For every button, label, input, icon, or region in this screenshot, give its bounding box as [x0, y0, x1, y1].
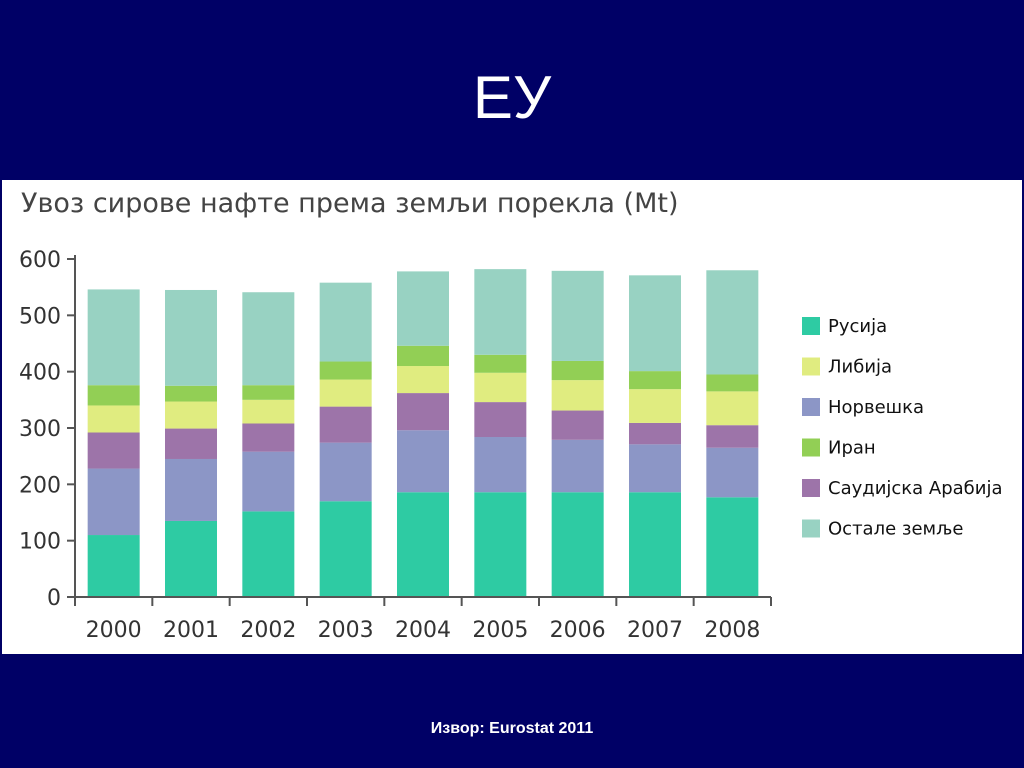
bar-segment: [706, 270, 759, 375]
bar-segment: [319, 361, 372, 380]
bar-segment: [319, 442, 372, 502]
x-tick-label: 2004: [395, 618, 451, 643]
y-tick-label: 300: [19, 417, 61, 442]
bar-segment: [165, 401, 217, 429]
bar-segment: [629, 444, 681, 493]
legend-swatch: [802, 317, 820, 335]
legend-swatch: [802, 479, 820, 497]
bar-segment: [474, 492, 527, 597]
x-tick-label: 2001: [163, 618, 219, 643]
bar-segment: [242, 385, 295, 400]
bar-segment: [706, 497, 759, 597]
legend-label: Норвешка: [828, 397, 924, 418]
bar-segment: [474, 269, 527, 355]
bar-segment: [629, 371, 681, 390]
x-tick-label: 2000: [86, 618, 142, 643]
slide-title: ЕУ: [472, 64, 552, 131]
bar-segment: [87, 468, 140, 536]
chart-panel: Увоз сирове нафте према земљи порекла (M…: [2, 180, 1022, 654]
legend-swatch: [802, 398, 820, 416]
legend-label: Иран: [828, 438, 876, 459]
bar-segment: [165, 385, 217, 402]
bar-segment: [397, 271, 449, 346]
bar-segment: [319, 406, 372, 443]
legend-label: Саудијска Арабија: [828, 478, 1003, 499]
y-tick-label: 100: [19, 530, 61, 555]
bar-segment: [397, 366, 449, 394]
bar-segment: [87, 289, 140, 386]
bar-segment: [165, 520, 217, 597]
stacked-bar-chart: 0 100 200 300 400 500 600 2000 2001 2002 2003 2004 2…: [19, 248, 1003, 643]
x-tick-label: 2006: [550, 618, 606, 643]
bar-segment: [242, 451, 295, 512]
bar-segment: [706, 391, 759, 426]
y-tick-label: 0: [47, 586, 61, 611]
bar-segment: [87, 432, 140, 469]
bar-segment: [629, 492, 681, 597]
bar-segment: [397, 430, 449, 493]
bar-segment: [165, 289, 217, 386]
bar-segment: [397, 492, 449, 597]
legend-label: Русија: [828, 316, 887, 337]
legend-swatch: [802, 438, 820, 457]
bar-segment: [474, 437, 527, 493]
legend-label: Остале земље: [828, 519, 963, 540]
bar-segment: [551, 410, 604, 440]
x-tick-label: 2005: [472, 618, 528, 643]
bar-segment: [706, 374, 759, 392]
bar-segment: [87, 535, 140, 597]
bar-segment: [242, 399, 295, 424]
bar-segment: [87, 385, 140, 406]
bar-segment: [551, 270, 604, 361]
bar-segment: [629, 422, 681, 445]
bar-segment: [319, 379, 372, 407]
x-tick-label: 2007: [627, 618, 683, 643]
bar-segment: [87, 405, 140, 433]
bar-segment: [629, 389, 681, 423]
bar-segment: [551, 360, 604, 381]
x-tick-label: 2002: [240, 618, 296, 643]
bar-segment: [551, 439, 604, 493]
legend-swatch: [802, 357, 820, 376]
chart-title: Увоз сирове нафте према земљи порекла (M…: [21, 188, 679, 219]
legend-swatch: [802, 519, 820, 538]
bar-segment: [706, 425, 759, 448]
bar-segment: [242, 423, 295, 452]
bar-segment: [474, 402, 527, 438]
x-tick-label: 2008: [704, 618, 760, 643]
bar-segment: [474, 372, 527, 403]
bar-segment: [165, 458, 217, 521]
source-note: Извор: Eurostat 2011: [430, 720, 594, 737]
y-tick-label: 500: [19, 304, 61, 329]
bar-segment: [242, 511, 295, 597]
bar-segment: [319, 501, 372, 597]
bar-segment: [551, 380, 604, 411]
bar-segment: [397, 345, 449, 367]
legend-label: Либија: [828, 357, 892, 378]
bar-segment: [165, 428, 217, 459]
y-tick-label: 200: [19, 473, 61, 498]
bar-segment: [242, 292, 295, 386]
y-tick-label: 600: [19, 248, 61, 273]
bar-segment: [629, 275, 681, 372]
bar-segment: [319, 282, 372, 362]
bar-segment: [551, 492, 604, 597]
bar-segment: [706, 447, 759, 498]
x-tick-label: 2003: [318, 618, 374, 643]
y-tick-label: 400: [19, 361, 61, 386]
bar-segment: [397, 393, 449, 431]
bar-segment: [474, 354, 527, 373]
